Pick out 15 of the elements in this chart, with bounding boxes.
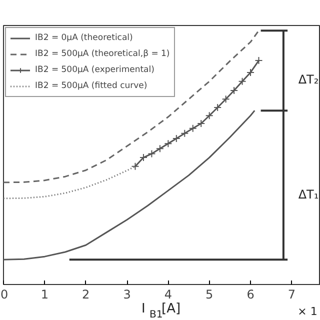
legend-label: IB2 = 0μA (theoretical) [35, 32, 133, 44]
x-tick-label: 7 [288, 288, 296, 302]
x-tick-label: 3 [123, 288, 131, 302]
annotation: ΔT₁ [298, 188, 319, 202]
x-tick-label: 5 [206, 288, 214, 302]
x-tick-label: 1 [40, 288, 48, 302]
x-tick-label: 0 [0, 288, 8, 302]
legend-label: IB2 = 500μA (fitted curve) [35, 80, 148, 92]
x-tick-label: 2 [82, 288, 90, 302]
legend-label: IB2 = 500μA (experimental) [35, 64, 154, 76]
x-tick-label: 4 [164, 288, 172, 302]
legend-label: IB2 = 500μA (theoretical,β = 1) [35, 48, 170, 60]
x-tick-label: 6 [246, 288, 254, 302]
text: × 1 [298, 305, 318, 318]
annotation: ΔT₂ [298, 72, 319, 86]
